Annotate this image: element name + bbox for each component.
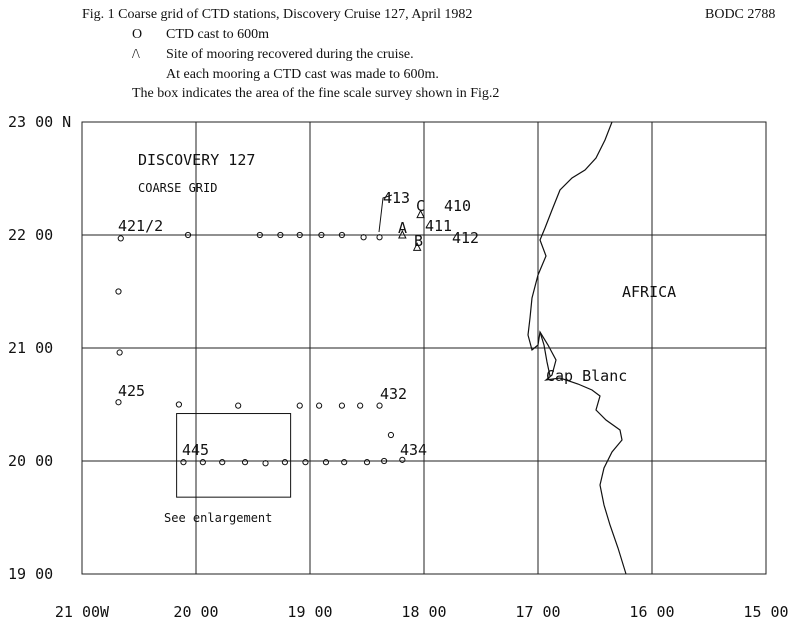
ctd-station: [296, 231, 303, 239]
figure-title: Fig. 1 Coarse grid of CTD stations, Disc…: [82, 7, 472, 22]
x-tick-label: 20 00: [173, 603, 218, 621]
ctd-station: [235, 402, 242, 409]
ctd-station: [175, 401, 182, 408]
legend-text: CTD cast to 600m: [166, 27, 269, 42]
ctd-station: [338, 231, 346, 239]
map-label: 413: [383, 189, 410, 207]
ctd-station: [277, 231, 284, 239]
map-label: AFRICA: [622, 283, 676, 301]
ctd-station: [399, 456, 406, 463]
y-tick-label: 19 00: [8, 565, 53, 583]
x-tick-label: 17 00: [515, 603, 560, 621]
map-label: 432: [380, 385, 407, 403]
ctd-station: [115, 399, 122, 406]
map-label: Cap Blanc: [546, 367, 627, 385]
y-tick-label: 23 00 N: [8, 113, 71, 131]
leader-line: [378, 194, 393, 233]
x-tick-label: 21 00W: [55, 603, 110, 621]
map-label: COARSE GRID: [138, 181, 217, 195]
map-label: 445: [182, 441, 209, 459]
y-tick-label: 21 00: [8, 339, 53, 357]
map-label: 410: [444, 197, 471, 215]
x-tick-label: 16 00: [629, 603, 674, 621]
x-tick-label: 19 00: [287, 603, 332, 621]
ctd-station: [376, 234, 383, 241]
ctd-station: [116, 349, 123, 356]
ctd-station: [316, 402, 323, 409]
map-label: DISCOVERY 127: [138, 151, 255, 169]
survey-box: [176, 413, 292, 498]
ctd-station: [338, 402, 346, 409]
ctd-station: [115, 288, 122, 295]
map-label: See enlargement: [164, 511, 272, 525]
ctd-station: [199, 459, 206, 466]
ctd-station: [357, 402, 364, 409]
map-label: 412: [452, 229, 479, 247]
map-label: 411: [425, 217, 452, 235]
ctd-station: [387, 431, 395, 439]
mooring-site: [416, 209, 425, 219]
ctd-station: [341, 459, 348, 466]
ctd-station: [281, 459, 289, 466]
coastline: [527, 121, 627, 575]
x-tick-label: 15 00: [743, 603, 788, 621]
ctd-station: [376, 402, 383, 409]
ctd-station: [241, 459, 249, 466]
ctd-station: [381, 457, 388, 465]
ctd-station: [117, 235, 124, 242]
map-label: 425: [118, 382, 145, 400]
mooring-site: [398, 229, 407, 239]
ctd-station: [219, 459, 226, 466]
map-label: C: [416, 197, 425, 215]
map-label: B: [414, 232, 423, 250]
cap-blanc-inner: [539, 331, 551, 377]
ctd-station: [360, 234, 367, 241]
ctd-station: [262, 460, 269, 467]
mooring-site: [412, 242, 422, 251]
ctd-station: [180, 459, 187, 466]
map-label: 421/2: [118, 217, 163, 235]
ctd-station: [318, 231, 325, 239]
legend-note: At each mooring a CTD cast was made to 6…: [166, 67, 439, 82]
x-tick-label: 18 00: [401, 603, 446, 621]
ctd-station: [184, 231, 192, 239]
ctd-station: [256, 231, 263, 239]
legend-symbol: O: [132, 27, 142, 42]
reference-id: BODC 2788: [705, 7, 775, 22]
ctd-station: [296, 402, 303, 409]
caption: The box indicates the area of the fine s…: [132, 86, 499, 101]
map-label: 434: [400, 441, 427, 459]
y-tick-label: 20 00: [8, 452, 53, 470]
ctd-station: [363, 459, 371, 466]
ctd-station: [302, 459, 309, 466]
y-tick-label: 22 00: [8, 226, 53, 244]
plot-area: 21 00W 20 00 19 00 18 00 17 00 16 00 15 00 19 0…: [8, 113, 789, 621]
map-label: A: [398, 219, 407, 237]
legend-text: Site of mooring recovered during the cru…: [166, 47, 414, 62]
ctd-station: [322, 459, 330, 466]
legend-symbol: /\: [132, 47, 140, 62]
